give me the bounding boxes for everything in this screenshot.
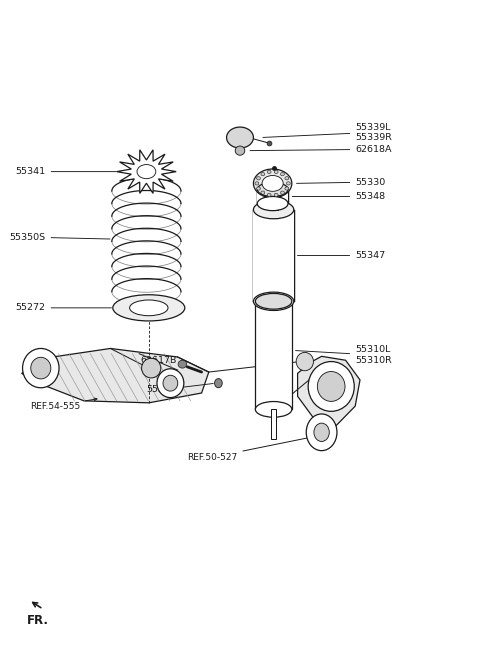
Ellipse shape [253,292,294,310]
Text: 55348: 55348 [292,192,385,201]
Ellipse shape [256,177,260,180]
Ellipse shape [227,127,253,148]
Text: REF.54-555: REF.54-555 [30,398,97,411]
Ellipse shape [130,300,168,316]
Text: 55310L
55310R: 55310L 55310R [296,345,392,365]
Ellipse shape [253,169,292,198]
Text: 55272: 55272 [15,303,111,312]
Ellipse shape [253,200,294,219]
Ellipse shape [317,371,345,402]
Polygon shape [117,150,176,193]
Ellipse shape [178,360,187,368]
Ellipse shape [235,146,245,155]
Ellipse shape [262,176,283,191]
Polygon shape [298,356,360,426]
Text: 55350S: 55350S [10,233,110,242]
Ellipse shape [256,187,260,190]
Ellipse shape [267,193,271,196]
Ellipse shape [308,362,354,411]
Ellipse shape [255,293,292,309]
Ellipse shape [255,402,292,417]
Text: REF.50-527: REF.50-527 [187,436,315,462]
Ellipse shape [306,414,337,451]
Text: 55255: 55255 [147,384,213,394]
Ellipse shape [274,170,278,174]
Ellipse shape [261,172,265,176]
Text: 62618A: 62618A [250,145,392,154]
Ellipse shape [113,295,185,321]
Text: 55347: 55347 [298,251,385,260]
Ellipse shape [285,177,289,180]
Ellipse shape [285,187,289,190]
Ellipse shape [267,170,271,174]
Ellipse shape [314,423,329,441]
Ellipse shape [157,369,184,398]
Ellipse shape [274,193,278,196]
Ellipse shape [31,358,51,379]
Ellipse shape [142,358,161,378]
Ellipse shape [280,172,284,176]
Text: 62617B: 62617B [140,356,184,366]
Ellipse shape [287,182,290,185]
Ellipse shape [163,375,178,391]
Ellipse shape [257,196,288,211]
Ellipse shape [296,352,313,371]
Ellipse shape [215,379,222,388]
Ellipse shape [257,182,288,196]
Text: 55341: 55341 [15,167,116,176]
Ellipse shape [255,182,259,185]
Polygon shape [22,348,209,403]
Text: 55330: 55330 [297,178,385,187]
Ellipse shape [280,191,284,195]
Text: 55339L
55339R: 55339L 55339R [263,122,392,142]
Bar [257,189,288,204]
Bar [269,170,278,210]
Ellipse shape [23,348,59,388]
Ellipse shape [137,164,156,179]
Ellipse shape [261,191,265,195]
Bar [271,409,276,439]
Text: FR.: FR. [26,614,48,627]
Bar [253,210,294,301]
Bar [255,301,292,409]
